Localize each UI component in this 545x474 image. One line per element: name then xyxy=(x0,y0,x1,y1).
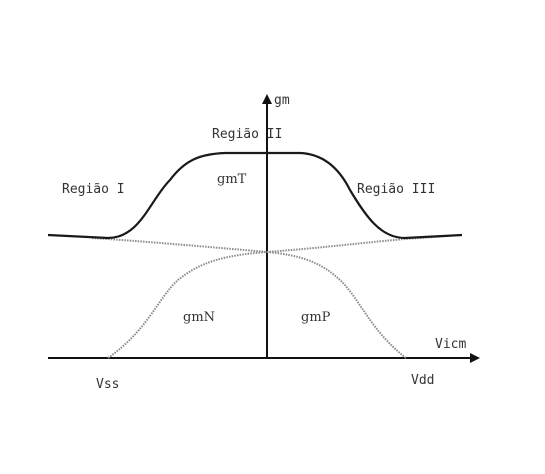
vdd-label: Vdd xyxy=(411,373,434,388)
region-2-label: Região II xyxy=(212,127,282,142)
gmn-label: gmN xyxy=(183,310,215,325)
gmn-curve xyxy=(107,234,463,359)
region-3-label: Região III xyxy=(357,182,435,197)
vss-label: Vss xyxy=(96,377,119,392)
gmp-curve xyxy=(91,237,407,359)
region-1-label: Região I xyxy=(62,182,125,197)
gmt-curve xyxy=(47,151,463,240)
y-axis-label: gm xyxy=(274,93,290,108)
gmt-label: gmT xyxy=(217,172,247,187)
gmp-label: gmP xyxy=(301,310,331,325)
x-axis-label: Vicm xyxy=(435,337,466,352)
